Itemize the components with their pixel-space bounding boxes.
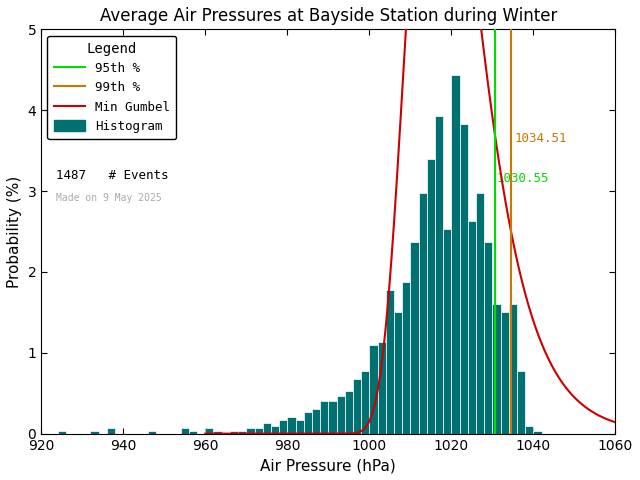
Bar (533, 431, 541, 433)
Bar (410, 242, 419, 433)
Bar (312, 409, 320, 433)
Bar (296, 420, 304, 433)
Bar (460, 124, 468, 433)
Text: 1034.51: 1034.51 (515, 132, 568, 145)
Bar (484, 242, 492, 433)
Bar (189, 431, 197, 433)
Bar (517, 372, 525, 433)
Bar (328, 401, 337, 433)
Bar (255, 428, 262, 433)
Bar (271, 426, 279, 433)
Bar (353, 380, 361, 433)
Bar (435, 116, 443, 433)
Bar (468, 221, 476, 433)
Text: 1030.55: 1030.55 (497, 172, 549, 185)
Bar (148, 431, 156, 433)
Bar (492, 304, 500, 433)
Bar (279, 420, 287, 433)
Bar (378, 342, 386, 433)
Bar (214, 431, 221, 433)
Bar (361, 372, 369, 433)
Bar (386, 290, 394, 433)
Text: Made on 9 May 2025: Made on 9 May 2025 (56, 193, 161, 203)
Bar (509, 304, 517, 433)
Bar (337, 396, 345, 433)
Bar (304, 412, 312, 433)
Bar (287, 418, 296, 433)
Bar (107, 428, 115, 433)
Bar (419, 193, 427, 433)
Bar (443, 229, 451, 433)
Bar (90, 431, 99, 433)
Bar (238, 431, 246, 433)
Title: Average Air Pressures at Bayside Station during Winter: Average Air Pressures at Bayside Station… (100, 7, 557, 25)
Bar (230, 431, 238, 433)
Bar (246, 428, 255, 433)
Bar (525, 426, 533, 433)
Bar (402, 282, 410, 433)
Bar (451, 75, 460, 433)
Bar (262, 423, 271, 433)
Bar (427, 159, 435, 433)
Bar (320, 401, 328, 433)
Bar (394, 312, 402, 433)
Bar (345, 391, 353, 433)
Bar (500, 312, 509, 433)
Text: 1487   # Events: 1487 # Events (56, 169, 168, 182)
Bar (180, 428, 189, 433)
Y-axis label: Probability (%): Probability (%) (7, 175, 22, 288)
X-axis label: Air Pressure (hPa): Air Pressure (hPa) (260, 458, 396, 473)
Bar (476, 193, 484, 433)
Bar (369, 345, 378, 433)
Bar (205, 428, 214, 433)
Legend: 95th %, 99th %, Min Gumbel, Histogram: 95th %, 99th %, Min Gumbel, Histogram (47, 36, 176, 139)
Bar (58, 431, 66, 433)
